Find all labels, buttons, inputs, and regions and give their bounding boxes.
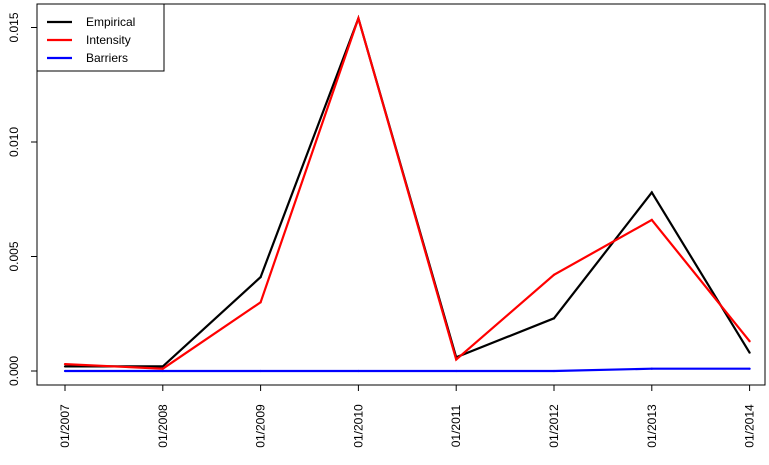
data-point-intensity	[259, 301, 262, 304]
data-point-barriers	[161, 369, 164, 373]
data-point-intensity	[650, 218, 653, 221]
data-point-empirical	[259, 276, 262, 279]
series-line-barriers	[65, 367, 750, 373]
data-point-empirical	[552, 317, 556, 320]
data-point-empirical	[748, 351, 751, 354]
legend-label-intensity: Intensity	[86, 33, 131, 47]
x-tick-label: 01/2013	[645, 404, 659, 448]
data-point-barriers	[552, 369, 556, 373]
data-point-intensity	[455, 358, 458, 361]
data-point-intensity	[161, 367, 164, 370]
y-tick-label: 0.010	[7, 127, 21, 157]
x-tick-label: 01/2012	[547, 404, 561, 448]
data-point-intensity	[357, 17, 360, 20]
x-axis: 01/2007 01/2008 01/2009 01/2010 01/2011 01/20…	[58, 385, 757, 448]
data-point-intensity	[63, 363, 67, 366]
data-point-empirical	[161, 365, 164, 368]
data-point-barriers	[455, 369, 458, 373]
plot-frame	[36, 3, 766, 386]
y-tick-label: 0.005	[7, 241, 21, 271]
legend-box	[36, 3, 165, 72]
data-point-barriers	[748, 367, 751, 370]
data-point-barriers	[357, 369, 360, 373]
data-point-barriers	[650, 367, 653, 370]
data-point-empirical	[650, 191, 653, 194]
x-tick-label: 01/2007	[58, 404, 72, 448]
series-line-intensity	[64, 14, 751, 370]
legend-label-barriers: Barriers	[86, 51, 128, 65]
data-point-empirical	[63, 365, 67, 368]
data-point-intensity	[748, 340, 751, 343]
x-tick-label: 01/2011	[449, 404, 463, 447]
x-tick-label: 01/2008	[156, 404, 170, 448]
x-tick-label: 01/2010	[351, 404, 365, 448]
data-point-intensity	[552, 273, 556, 276]
y-tick-label: 0.015	[7, 12, 21, 42]
series-layer	[63, 14, 751, 373]
y-tick-label: 0.000	[7, 356, 21, 386]
x-tick-label: 01/2009	[254, 404, 268, 448]
legend: Empirical Intensity Barriers	[36, 3, 165, 72]
y-axis: 0.000 0.005 0.010 0.015	[7, 12, 37, 386]
data-point-barriers	[259, 369, 262, 373]
x-tick-label: 01/2014	[743, 404, 757, 448]
data-point-barriers	[63, 369, 67, 373]
legend-label-empirical: Empirical	[86, 15, 135, 29]
